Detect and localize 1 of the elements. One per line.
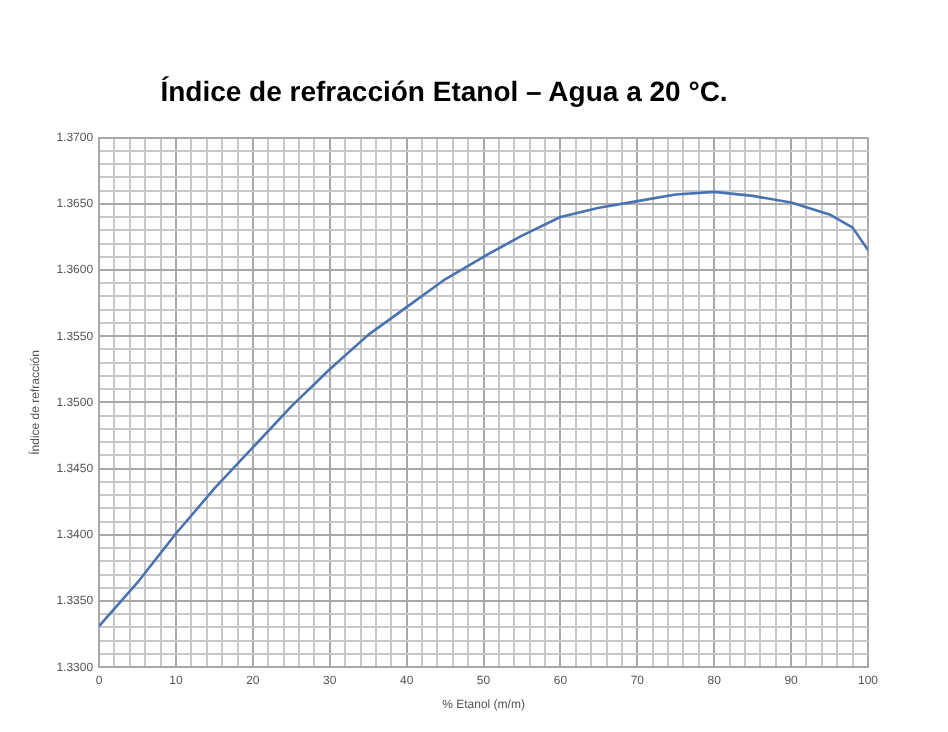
chart-title: Índice de refracción Etanol – Agua a 20 °C. xyxy=(160,74,728,107)
